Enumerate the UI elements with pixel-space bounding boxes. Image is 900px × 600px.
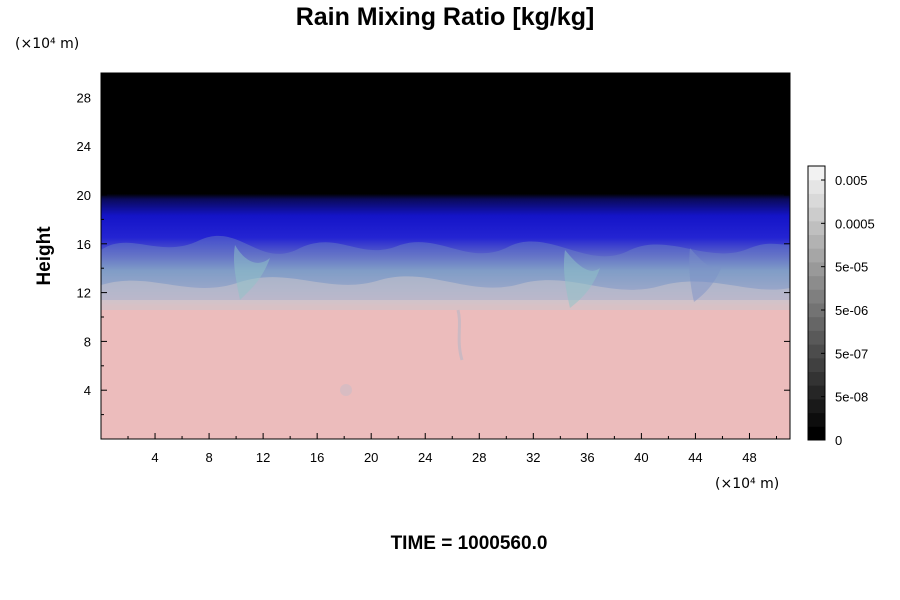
x-tick-label: 24	[418, 450, 432, 465]
rain-streak	[456, 309, 464, 361]
x-tick-label: 48	[742, 450, 756, 465]
rain-cell	[340, 384, 352, 396]
heatmap-texture	[101, 235, 790, 396]
y-axis-title: Height	[34, 226, 55, 286]
colorbar-level	[808, 166, 825, 181]
colorbar-level	[808, 398, 825, 414]
colorbar-label: 0.005	[835, 173, 868, 188]
colorbar-label: 5e-05	[835, 260, 868, 275]
x-tick-label: 36	[580, 450, 594, 465]
y-tick-label: 12	[77, 286, 91, 301]
colorbar: 0.005 0.0005 5e-05 5e-06 5e-07 5e-08 0	[807, 165, 875, 448]
y-tick-label: 24	[77, 139, 91, 154]
y-tick-label: 20	[77, 188, 91, 203]
cloud-tongue-2	[563, 250, 600, 308]
y-tick-label: 16	[77, 237, 91, 252]
colorbar-level	[808, 179, 825, 194]
colorbar-level	[808, 261, 825, 277]
colorbar-label: 0	[835, 433, 842, 448]
colorbar-label: 0.0005	[835, 216, 875, 231]
colorbar-frame	[807, 165, 826, 441]
colorbar-level	[808, 289, 825, 304]
colorbar-level	[808, 234, 825, 249]
y-tick-label: 8	[84, 334, 91, 349]
colorbar-level	[808, 357, 825, 372]
colorbar-level	[808, 207, 825, 222]
colorbar-level	[808, 303, 825, 318]
x-tick-label: 4	[151, 450, 158, 465]
x-tick-label: 16	[310, 450, 324, 465]
colorbar-label: 5e-08	[835, 390, 868, 405]
colorbar-label: 5e-07	[835, 346, 868, 361]
x-tick-label: 32	[526, 450, 540, 465]
cloud-tongue-3	[689, 248, 722, 302]
chart-title: Rain Mixing Ratio [kg/kg]	[296, 3, 595, 31]
colorbar-level	[808, 316, 825, 331]
x-tick-label: 44	[688, 450, 702, 465]
colorbar-level	[808, 412, 825, 427]
colorbar-level	[808, 275, 825, 290]
y-axis: 4 8 12 16 20 24 28	[77, 90, 790, 416]
cloud-tongue-1	[233, 245, 270, 300]
x-tick-label: 12	[256, 450, 270, 465]
colorbar-level	[808, 426, 825, 441]
y-tick-label: 28	[77, 90, 91, 105]
colorbar-level	[808, 344, 825, 359]
x-tick-label: 8	[205, 450, 212, 465]
x-tick-label: 40	[634, 450, 648, 465]
colorbar-level	[808, 220, 825, 235]
colorbar-label: 5e-06	[835, 303, 868, 318]
plot-frame	[100, 72, 791, 440]
time-annotation: TIME = 1000560.0	[391, 533, 548, 554]
colorbar-level	[808, 371, 825, 386]
colorbar-level	[808, 330, 825, 345]
heatmap-field	[101, 73, 790, 439]
colorbar-level	[808, 385, 825, 400]
colorbar-level	[808, 248, 825, 263]
y-tick-label: 4	[84, 383, 91, 398]
colorbar-level	[808, 193, 825, 208]
x-tick-label: 28	[472, 450, 486, 465]
x-axis: 4 8 12 16 20 24 28 32 36 40 44 48	[127, 73, 777, 465]
plot-area	[100, 72, 791, 440]
x-unit-label: (×10⁴ m)	[715, 476, 779, 492]
cloud-plume-2	[101, 276, 790, 310]
x-tick-label: 20	[364, 450, 378, 465]
y-unit-label: (×10⁴ m)	[15, 36, 79, 52]
